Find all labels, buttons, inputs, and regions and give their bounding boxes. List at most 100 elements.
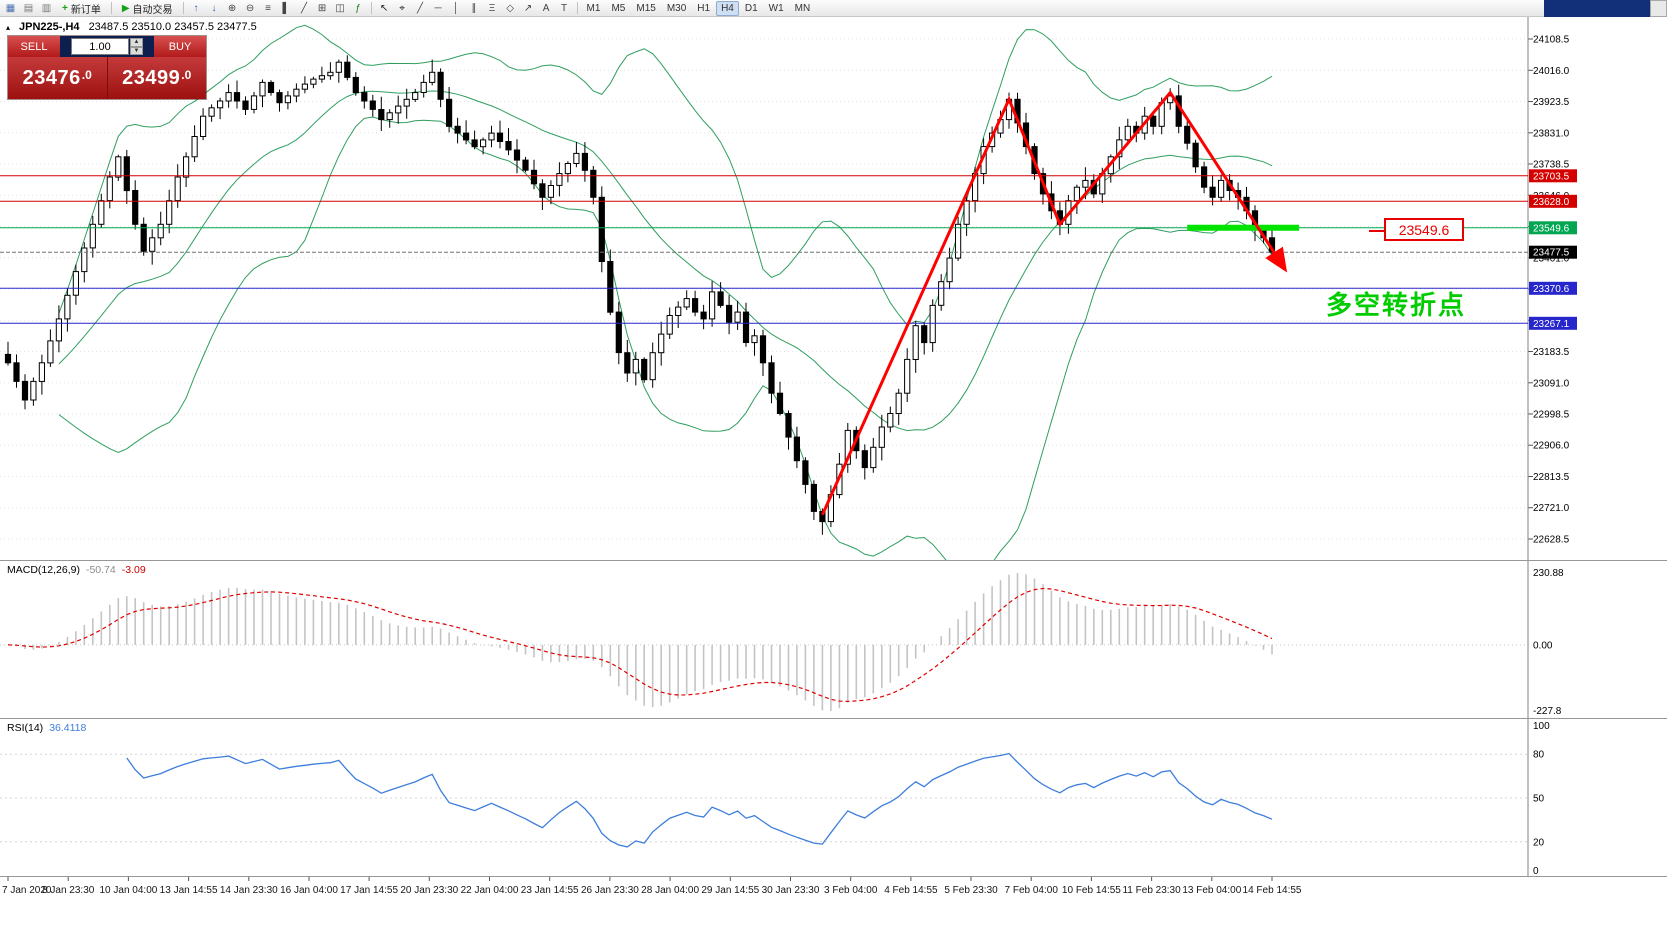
time-axis-label: 17 Jan 14:55 — [340, 885, 398, 896]
shapes-icon[interactable]: ◇ — [506, 2, 514, 14]
line-chart-icon[interactable]: ╱ — [301, 2, 308, 14]
cascade-windows-icon[interactable]: ◫ — [335, 2, 345, 14]
macd-axis-label: -227.8 — [1533, 706, 1562, 717]
price-tag: 23703.5 — [1529, 169, 1577, 183]
tile-windows-icon[interactable]: ⊞ — [317, 2, 327, 14]
toolbar-separator — [110, 2, 112, 14]
auto-trading-button[interactable]: ▶ 自动交易 — [121, 2, 173, 16]
timeframe-m5-button[interactable]: M5 — [611, 2, 626, 14]
time-axis-label: 7 Jan 2020 — [2, 885, 52, 896]
rsi-panel[interactable]: 80 50 20 100 0 RSI(14) 36.4118 — [0, 718, 1667, 877]
volume-input[interactable] — [71, 38, 129, 55]
scroll-down-icon[interactable]: ↓ — [211, 2, 217, 14]
rsi-line — [126, 752, 1273, 848]
arrow-tool-icon[interactable]: ↗ — [523, 2, 533, 14]
text-tool-icon[interactable]: A — [542, 2, 550, 14]
timeframe-w1-button[interactable]: W1 — [768, 2, 784, 14]
volume-increase-button[interactable]: ▲ — [130, 38, 143, 47]
time-axis-label: 29 Jan 14:55 — [701, 885, 759, 896]
trendline-icon[interactable]: ╱ — [417, 2, 424, 14]
sell-price[interactable]: 23476 .0 — [8, 57, 107, 99]
sell-button[interactable]: SELL — [8, 36, 60, 57]
svg-text:23628.0: 23628.0 — [1533, 197, 1570, 208]
price-tag: 23370.6 — [1529, 281, 1577, 295]
svg-text:23477.5: 23477.5 — [1533, 248, 1570, 259]
cursor-icon[interactable]: ↖ — [379, 2, 389, 14]
fibonacci-icon[interactable]: Ξ — [488, 2, 496, 14]
timeframe-h1-button[interactable]: H1 — [697, 2, 711, 14]
timeframe-h4-button[interactable]: H4 — [716, 0, 739, 16]
chart-symbol: JPN225-,H4 — [19, 21, 80, 33]
time-axis-label: 22 Jan 04:00 — [461, 885, 519, 896]
time-axis[interactable]: 7 Jan 2020 8 Jan 23:30 10 Jan 04:00 13 Jan … — [0, 876, 1667, 903]
bollinger-upper-band — [58, 24, 1273, 326]
buy-button[interactable]: BUY — [154, 36, 206, 57]
time-axis-label: 14 Jan 23:30 — [220, 885, 278, 896]
macd-signal-line — [7, 587, 1273, 703]
turning-point-annotation: 多空转折点 — [1326, 290, 1467, 320]
symbol-marker-icon: ▴ — [6, 22, 11, 32]
channel-icon[interactable]: ∥ — [471, 2, 477, 14]
price-axis-label: 22813.5 — [1533, 472, 1570, 483]
rsi-axis-label: 50 — [1533, 794, 1545, 805]
macd-axis-label: 0.00 — [1533, 640, 1553, 651]
new-order-button[interactable]: + 新订单 — [62, 2, 101, 16]
one-click-trading-panel: SELL ▲ ▼ BUY 23476 .0 23499 .0 — [8, 36, 206, 99]
macd-main-value: -50.74 — [85, 564, 116, 576]
buy-price[interactable]: 23499 .0 — [106, 57, 206, 99]
price-axis-label: 22998.5 — [1533, 410, 1570, 421]
macd-label: MACD(12,26,9) -50.74 -3.09 — [7, 564, 146, 576]
toolbar: ▦ ▤ ▥ + 新订单 ▶ 自动交易 ↑ ↓ ⊕ ⊖ ≡ ▌ ╱ ⊞ ◫ ƒ ↖ ⌖ ╱ ─ │ ∥ Ξ ◇ ↗ A T M1 M5 M15… — [0, 0, 1667, 17]
macd-panel[interactable]: 230.88 0.00 -227.8 MACD(12,26,9) -50.74 -3… — [0, 560, 1667, 719]
rsi-axis-label: 0 — [1533, 866, 1539, 877]
new-chart-icon[interactable]: ▤ — [23, 2, 34, 14]
price-axis-label: 24016.0 — [1533, 66, 1570, 77]
svg-text:23370.6: 23370.6 — [1533, 284, 1570, 295]
zoom-out-icon[interactable]: ⊖ — [245, 2, 255, 14]
svg-text:23703.5: 23703.5 — [1533, 171, 1570, 182]
candle-wicks — [7, 55, 1273, 535]
timeframe-m1-button[interactable]: M1 — [586, 2, 601, 14]
crosshair-icon[interactable]: ⌖ — [399, 2, 405, 14]
indicators-icon[interactable]: ƒ — [355, 2, 361, 14]
macd-axis-label: 230.88 — [1533, 568, 1564, 579]
price-axis-label: 23831.0 — [1533, 128, 1570, 139]
macd-signal-value: -3.09 — [121, 564, 146, 576]
price-axis-label: 23091.0 — [1533, 378, 1570, 389]
price-callout[interactable]: 23549.6 — [1369, 218, 1464, 241]
toolbar-separator — [370, 2, 372, 14]
time-axis-label: 20 Jan 23:30 — [400, 885, 458, 896]
toolbar-separator — [576, 2, 578, 14]
charts-grid-icon[interactable]: ▦ — [5, 2, 16, 14]
window-corner-button[interactable] — [1650, 0, 1667, 17]
time-axis-label: 28 Jan 04:00 — [641, 885, 699, 896]
timeframe-d1-button[interactable]: D1 — [744, 2, 758, 14]
price-axis-label: 23183.5 — [1533, 347, 1570, 358]
timeframe-mn-button[interactable]: MN — [794, 2, 811, 14]
time-axis-label: 13 Feb 04:00 — [1182, 885, 1241, 896]
chart-ohlc: 23487.5 23510.0 23457.5 23477.5 — [88, 21, 257, 33]
time-axis-label: 3 Feb 04:00 — [824, 885, 878, 896]
zoom-in-icon[interactable]: ⊕ — [227, 2, 237, 14]
bull-candles — [30, 61, 1225, 523]
price-axis-label: 23738.5 — [1533, 160, 1570, 171]
bear-candles — [4, 61, 1276, 523]
svg-text:23549.6: 23549.6 — [1533, 223, 1570, 234]
time-axis-label: 16 Jan 04:00 — [280, 885, 338, 896]
vertical-line-icon[interactable]: │ — [452, 2, 460, 14]
timeframe-m30-button[interactable]: M30 — [666, 2, 687, 14]
candle-chart-icon[interactable]: ▌ — [282, 2, 290, 14]
scroll-up-icon[interactable]: ↑ — [193, 2, 199, 14]
volume-control: ▲ ▼ — [60, 36, 154, 57]
bar-chart-icon[interactable]: ≡ — [265, 2, 271, 14]
time-axis-label: 10 Feb 14:55 — [1062, 885, 1121, 896]
label-tool-icon[interactable]: T — [560, 2, 568, 14]
price-chart-panel[interactable]: 24108.524016.023923.523831.023738.523646… — [0, 17, 1667, 560]
price-axis-label: 22906.0 — [1533, 441, 1570, 452]
timeframe-m15-button[interactable]: M15 — [636, 2, 656, 14]
horizontal-line-icon[interactable]: ─ — [434, 2, 442, 14]
market-watch-icon[interactable]: ▥ — [41, 2, 52, 14]
trend-arrow[interactable] — [821, 90, 1288, 516]
price-axis-label: 23461.0 — [1533, 253, 1570, 264]
volume-decrease-button[interactable]: ▼ — [130, 46, 143, 55]
